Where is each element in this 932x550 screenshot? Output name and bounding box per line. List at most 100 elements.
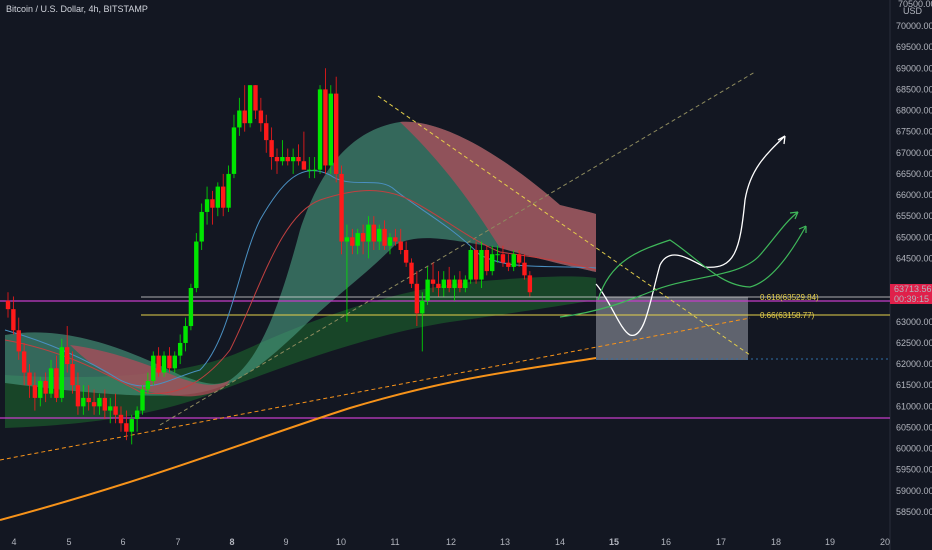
y-tick-label: 61500.00 xyxy=(896,380,932,390)
candle-body xyxy=(398,241,403,250)
candle-body xyxy=(312,169,317,171)
orange-moving-average xyxy=(0,357,597,521)
candle-body xyxy=(5,300,11,310)
candle-body xyxy=(167,355,172,369)
y-tick-label: 61000.00 xyxy=(896,401,932,411)
candle-body xyxy=(414,283,420,314)
candle-body xyxy=(377,228,382,242)
channel-dashed-trendline xyxy=(159,71,756,426)
red-cloud-left xyxy=(70,345,230,397)
candle-body xyxy=(16,330,21,352)
candle-body xyxy=(237,110,242,128)
candle-body xyxy=(199,211,204,242)
candle-body xyxy=(124,423,129,432)
x-tick-label: 16 xyxy=(661,537,671,547)
candle-body xyxy=(21,351,27,373)
candle-body xyxy=(463,279,468,289)
candle-body xyxy=(403,249,409,263)
candle-body xyxy=(27,372,32,386)
candles xyxy=(5,68,533,445)
red-moving-average xyxy=(4,190,597,395)
bar-countdown: 00:39:15 xyxy=(894,294,929,304)
candle-body xyxy=(425,279,430,301)
candle-body xyxy=(32,385,38,398)
candle-body xyxy=(333,93,339,174)
y-tick-label: 69500.00 xyxy=(896,42,932,52)
y-tick-label-top: 70500.00 xyxy=(898,0,932,9)
y-tick-label: 62000.00 xyxy=(896,359,932,369)
projected-path-green-1 xyxy=(559,211,799,318)
y-tick-label: 67500.00 xyxy=(896,127,932,137)
candle-body xyxy=(183,326,188,343)
candle-body xyxy=(495,254,500,256)
candle-body xyxy=(285,157,290,162)
candle-body xyxy=(264,123,269,141)
candle-body xyxy=(355,233,360,246)
projection-arrowhead-green-2 xyxy=(798,225,807,233)
projected-path-green-2 xyxy=(597,225,807,301)
candle-body xyxy=(301,161,307,170)
candle-body xyxy=(452,279,457,289)
y-tick-label: 70000.00 xyxy=(896,21,932,31)
candle-body xyxy=(360,233,366,242)
rising-dashed-trendline xyxy=(0,317,751,461)
candle-body xyxy=(102,397,108,411)
candle-body xyxy=(317,89,323,170)
candle-body xyxy=(527,275,533,293)
candle-body xyxy=(231,127,237,174)
candle-body xyxy=(129,419,134,432)
candle-body xyxy=(307,169,312,171)
candle-body xyxy=(500,254,506,263)
x-tick-label: 19 xyxy=(825,537,835,547)
x-tick-label: 20 xyxy=(880,537,890,547)
candle-body xyxy=(48,368,54,394)
candle-body xyxy=(366,224,371,242)
trend-clouds xyxy=(5,121,596,428)
y-tick-label: 67000.00 xyxy=(896,148,932,158)
candle-body xyxy=(339,173,344,242)
candle-body xyxy=(296,157,301,162)
candle-body xyxy=(350,237,355,246)
candle-body xyxy=(393,237,398,242)
x-tick-label: 18 xyxy=(771,537,781,547)
teal-cloud-upper xyxy=(5,121,596,396)
candle-body xyxy=(215,186,221,208)
y-tick-label: 60000.00 xyxy=(896,444,932,454)
candle-body xyxy=(371,224,377,242)
red-cloud-right xyxy=(400,121,596,273)
fib-66-label: 0.66(63158.77) xyxy=(760,311,815,320)
candle-body xyxy=(484,249,490,272)
candle-body xyxy=(473,249,479,280)
candle-body xyxy=(194,241,199,289)
last-price-value: 63713.56 xyxy=(894,284,932,294)
candle-body xyxy=(221,186,226,208)
projected-path-white xyxy=(595,135,786,336)
candle-body xyxy=(274,157,280,162)
candle-body xyxy=(506,262,511,267)
candle-body xyxy=(253,85,258,111)
x-tick-label: 10 xyxy=(336,537,346,547)
y-tick-label: 58500.00 xyxy=(896,507,932,517)
candle-body xyxy=(511,254,516,267)
currency-label: USD xyxy=(903,6,923,16)
candle-body xyxy=(382,228,387,246)
candle-body xyxy=(151,355,156,381)
candle-body xyxy=(75,385,81,407)
candle-body xyxy=(134,410,140,420)
x-tick-label: 11 xyxy=(390,537,399,547)
projection-arrowhead-green-1 xyxy=(789,211,799,220)
candle-body xyxy=(441,279,446,289)
candle-body xyxy=(328,93,333,166)
candle-body xyxy=(479,249,484,280)
descending-dashed-trendline xyxy=(377,95,751,356)
x-tick-label: 8 xyxy=(229,537,234,547)
x-tick-label: 5 xyxy=(66,537,71,547)
candle-body xyxy=(113,406,118,415)
candle-body xyxy=(247,85,253,124)
y-tick-label: 69000.00 xyxy=(896,63,932,73)
candle-body xyxy=(97,397,102,407)
candle-body xyxy=(11,309,16,331)
candle-body xyxy=(59,347,64,398)
candle-body xyxy=(516,254,522,263)
